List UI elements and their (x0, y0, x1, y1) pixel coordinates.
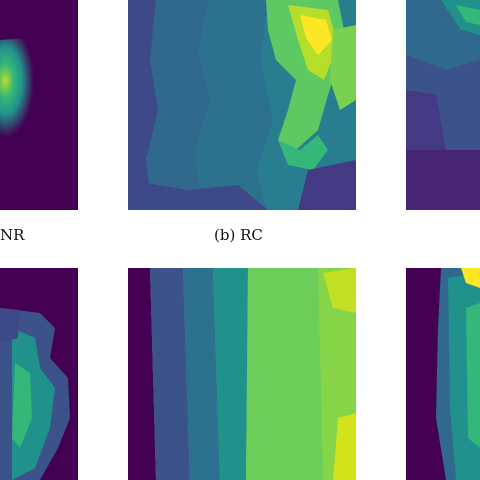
heatmap-top-middle (128, 0, 356, 210)
heatmap-top-right (406, 0, 480, 210)
panel-top-right (406, 0, 480, 210)
panel-top-left (0, 0, 78, 210)
caption-rc: (b) RC (214, 226, 263, 244)
panel-bottom-right (406, 268, 480, 480)
heatmap-top-left (0, 0, 78, 210)
panel-bottom-middle (128, 268, 356, 480)
heatmap-bottom-left (0, 268, 78, 480)
panel-bottom-left (0, 268, 78, 480)
heatmap-bottom-middle (128, 268, 356, 480)
panel-top-middle (128, 0, 356, 210)
heatmap-bottom-right (406, 268, 480, 480)
caption-nr: NR (0, 226, 25, 244)
